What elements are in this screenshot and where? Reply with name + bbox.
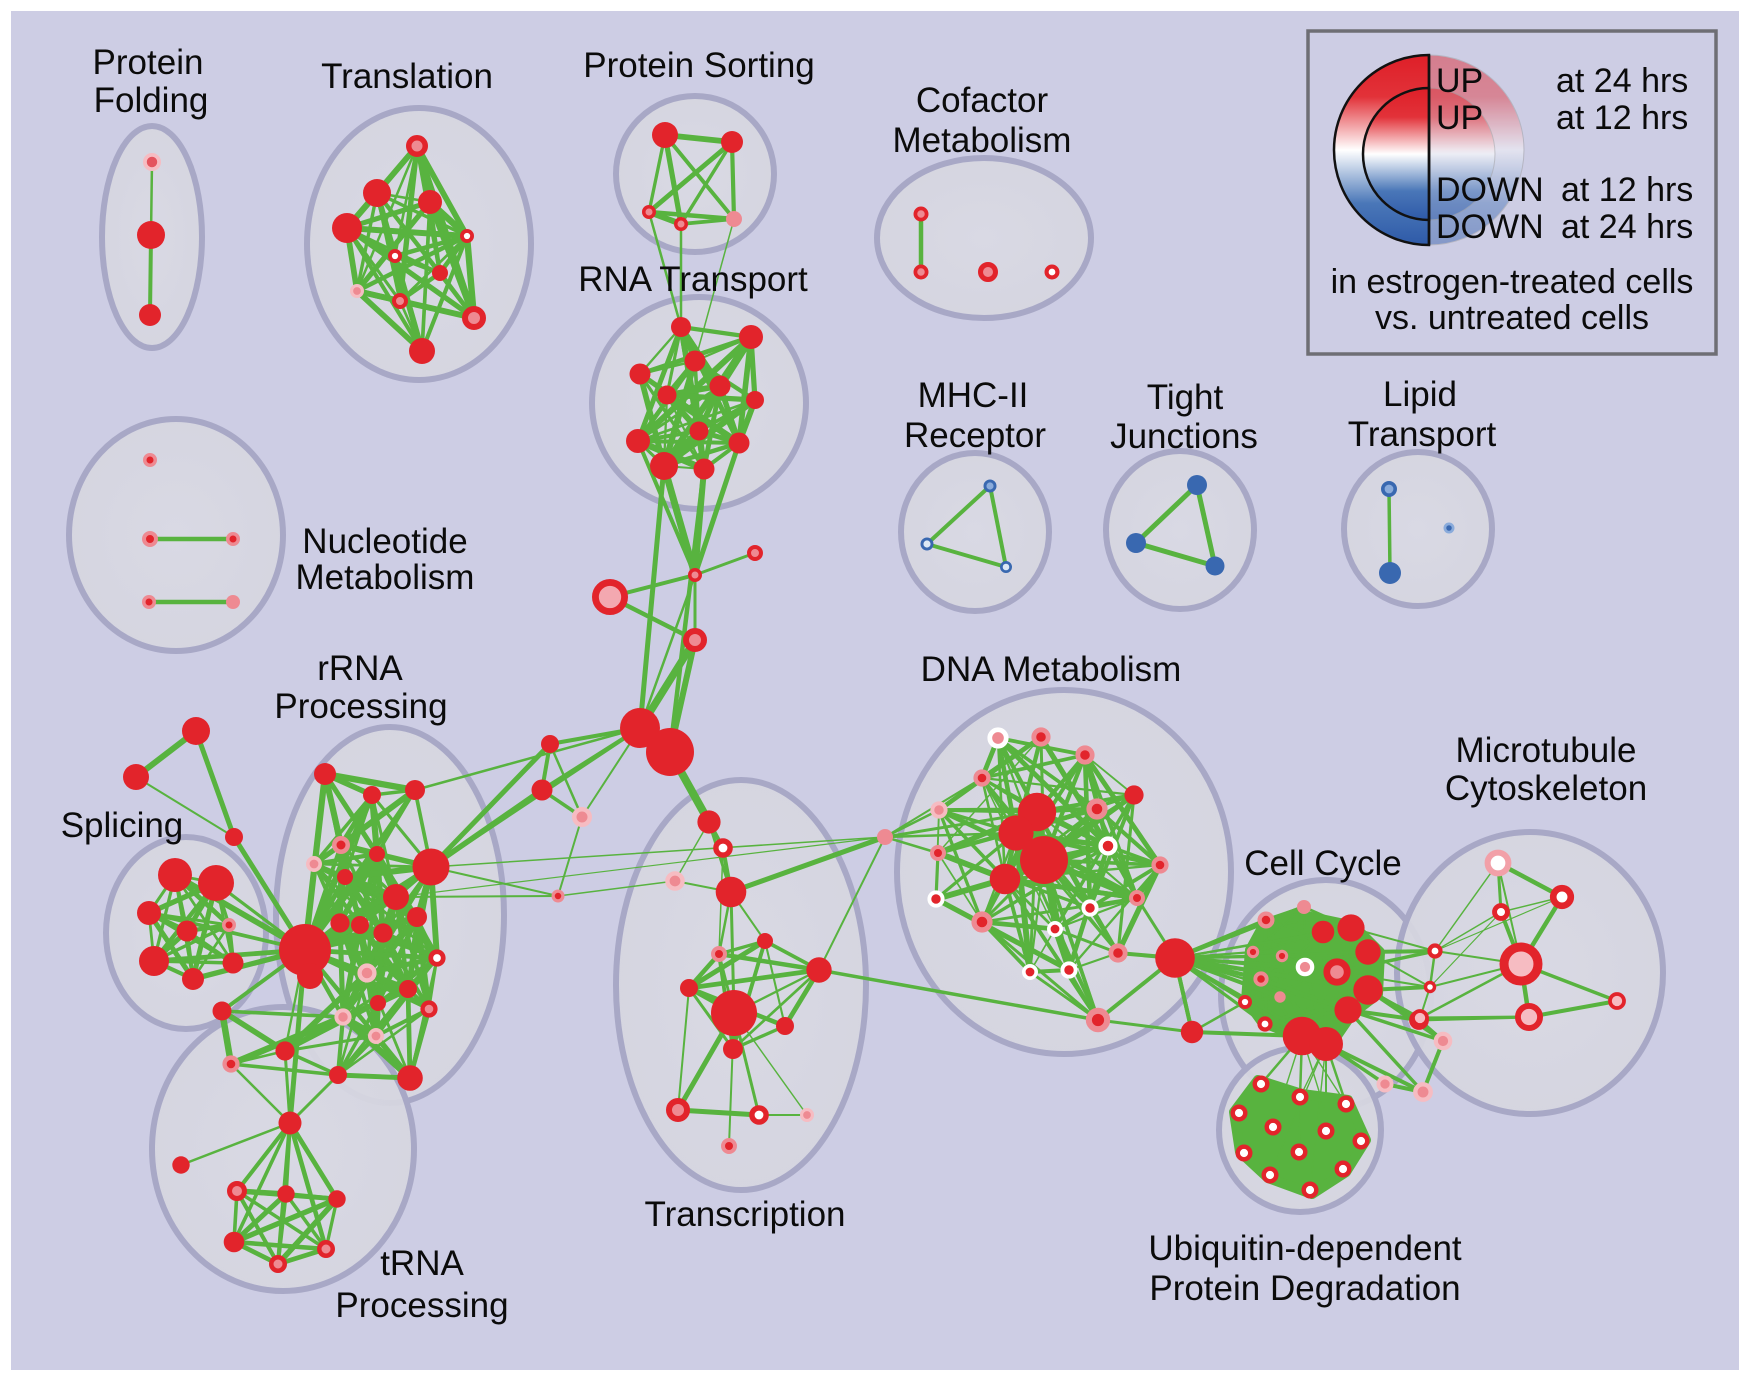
svg-text:Protein: Protein (93, 43, 204, 82)
svg-text:Splicing: Splicing (61, 806, 184, 845)
svg-text:at 12 hrs: at 12 hrs (1556, 99, 1688, 137)
svg-text:UP: UP (1436, 99, 1483, 137)
svg-text:vs. untreated cells: vs. untreated cells (1375, 299, 1649, 337)
svg-text:Junctions: Junctions (1110, 417, 1258, 456)
svg-text:Ubiquitin-dependent: Ubiquitin-dependent (1148, 1229, 1462, 1268)
svg-text:DOWN: DOWN (1436, 208, 1544, 246)
svg-text:at 12 hrs: at 12 hrs (1561, 171, 1693, 209)
svg-text:DNA Metabolism: DNA Metabolism (921, 650, 1182, 689)
svg-text:Metabolism: Metabolism (893, 121, 1072, 160)
svg-text:Transport: Transport (1348, 415, 1497, 454)
svg-text:Tight: Tight (1147, 378, 1224, 417)
svg-text:RNA Transport: RNA Transport (578, 260, 808, 299)
svg-text:Cell Cycle: Cell Cycle (1244, 844, 1402, 883)
svg-text:Processing: Processing (274, 687, 447, 726)
svg-text:Protein Sorting: Protein Sorting (583, 46, 815, 85)
svg-text:at 24 hrs: at 24 hrs (1561, 208, 1693, 246)
svg-text:Transcription: Transcription (645, 1195, 846, 1234)
svg-text:Microtubule: Microtubule (1456, 731, 1637, 770)
svg-text:Protein Degradation: Protein Degradation (1149, 1269, 1460, 1308)
svg-text:Metabolism: Metabolism (296, 558, 475, 597)
svg-text:Folding: Folding (94, 81, 209, 120)
svg-text:UP: UP (1436, 62, 1483, 100)
svg-text:rRNA: rRNA (317, 649, 403, 688)
svg-text:tRNA: tRNA (380, 1244, 464, 1283)
svg-text:Lipid: Lipid (1383, 375, 1457, 414)
svg-text:in estrogen-treated cells: in estrogen-treated cells (1331, 263, 1694, 301)
svg-text:Cytoskeleton: Cytoskeleton (1445, 769, 1647, 808)
svg-text:Translation: Translation (321, 57, 493, 96)
svg-text:Cofactor: Cofactor (916, 81, 1049, 120)
svg-text:Processing: Processing (335, 1286, 508, 1325)
svg-text:DOWN: DOWN (1436, 171, 1544, 209)
svg-text:Nucleotide: Nucleotide (302, 522, 467, 561)
svg-text:Receptor: Receptor (904, 416, 1046, 455)
svg-text:at 24 hrs: at 24 hrs (1556, 62, 1688, 100)
svg-text:MHC-II: MHC-II (918, 376, 1029, 415)
